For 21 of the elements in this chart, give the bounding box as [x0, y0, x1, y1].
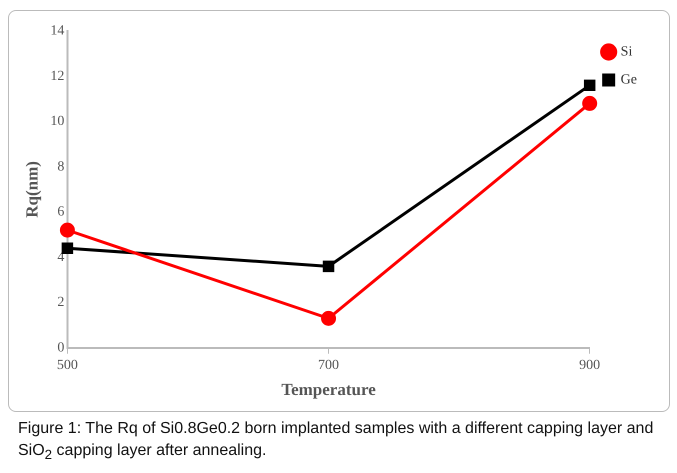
legend-label: Ge	[620, 72, 638, 88]
x-tick-label: 500	[56, 358, 78, 373]
legend-label: Si	[620, 44, 632, 60]
y-tick-label: 8	[57, 159, 64, 174]
point	[584, 80, 596, 92]
y-tick-label: 14	[50, 24, 64, 39]
x-tick-label: 900	[579, 358, 600, 373]
point	[582, 96, 598, 111]
y-tick-label: 12	[50, 68, 64, 84]
point	[60, 222, 75, 238]
y-tick-label: 6	[57, 204, 64, 220]
x-axis-title: Temperature	[281, 380, 376, 400]
y-tick-label: 0	[57, 340, 64, 356]
y-tick-label: 10	[50, 114, 64, 130]
y-axis-title: Rq(nm)	[22, 161, 42, 218]
point	[322, 260, 334, 272]
point	[62, 242, 74, 254]
y-tick-label: 2	[57, 295, 64, 310]
point	[321, 310, 336, 326]
x-tick-label: 700	[318, 358, 340, 373]
caption: Figure 1: The Rq of Si0.8Ge0.2 born implanted samples with a different capping layer and SiO$_{2}$ capping layer after annealing.	[18, 419, 654, 464]
